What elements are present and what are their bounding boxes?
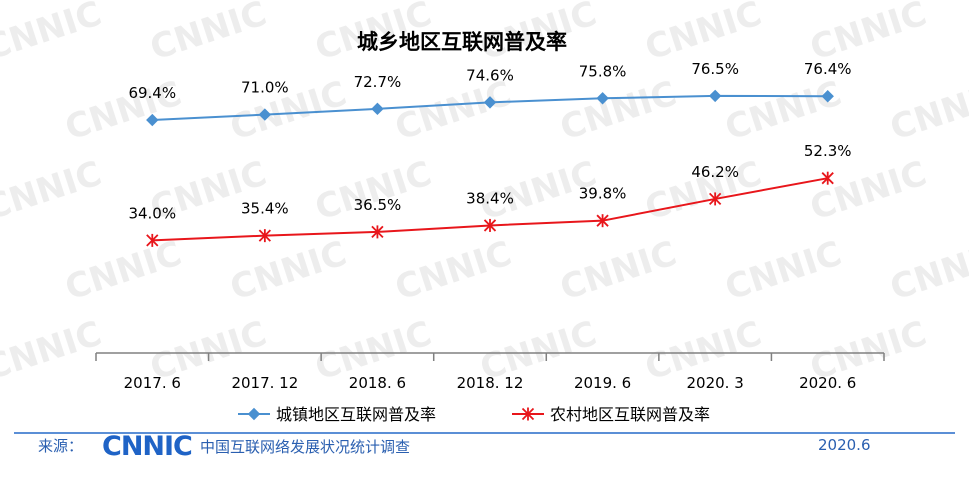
watermark-text: CNNIC	[310, 154, 436, 229]
data-point	[709, 192, 722, 206]
x-tick-label: 2019. 6	[574, 374, 631, 392]
data-point	[371, 225, 384, 239]
data-point	[483, 218, 497, 232]
data-point	[708, 89, 722, 103]
footer-divider	[14, 432, 955, 434]
data-point	[146, 113, 159, 127]
legend-item: 城镇地区互联网普及率	[238, 405, 436, 424]
data-point	[596, 92, 609, 105]
series-2: 34.0% 35.4% 36.5% 38.4% 39.8% 46.2% 52.3%	[128, 142, 852, 247]
x-tick-label: 2018. 12	[457, 374, 524, 392]
data-point	[258, 108, 272, 121]
source-name: 中国互联网络发展状况统计调查	[200, 438, 411, 456]
watermark-text: CNNIC	[555, 234, 681, 309]
source-label: 来源：	[38, 437, 84, 455]
watermark-text: CNNIC	[390, 234, 516, 309]
legend-item: 农村地区互联网普及率	[512, 405, 710, 424]
watermark-text: CNNIC	[0, 314, 106, 389]
data-label: 34.0%	[128, 204, 176, 222]
x-tick-label: 2017. 12	[231, 374, 298, 392]
x-tick-label: 2020. 6	[799, 374, 856, 392]
watermark-text: CNNIC	[805, 0, 931, 69]
watermark-text: CNNIC	[60, 234, 186, 309]
chart-title: 城乡地区互联网普及率	[357, 30, 567, 54]
data-label: 76.4%	[804, 60, 852, 78]
legend-label: 农村地区互联网普及率	[550, 405, 710, 424]
data-label: 69.4%	[128, 84, 176, 102]
data-point	[247, 407, 261, 421]
watermark-text: CNNIC	[0, 154, 106, 229]
watermark-text: CNNIC	[885, 74, 969, 149]
x-tick-label: 2020. 3	[687, 374, 744, 392]
data-point	[258, 229, 271, 243]
legend-label: 城镇地区互联网普及率	[276, 405, 436, 424]
x-axis: 2017. 6 2017. 12 2018. 6 2018. 12 2019. 6 202…	[95, 352, 885, 392]
data-label: 75.8%	[579, 62, 627, 80]
watermark-text: CNNIC	[145, 0, 271, 69]
data-label: 74.6%	[466, 66, 514, 84]
watermark-text: CNNIC	[640, 0, 766, 69]
watermark-text: CNNIC	[225, 234, 351, 309]
data-label: 76.5%	[691, 60, 739, 78]
x-tick-label: 2017. 6	[124, 374, 181, 392]
data-label: 39.8%	[579, 185, 627, 203]
data-label: 52.3%	[804, 142, 852, 160]
series-layer: 69.4% 71.0% 72.7% 74.6% 75.8% 76.5% 76.4% 34.0%…	[128, 60, 852, 247]
data-label: 36.5%	[354, 196, 402, 214]
data-label: 38.4%	[466, 189, 514, 207]
data-point	[521, 407, 535, 421]
watermark-text: CNNIC	[720, 74, 846, 149]
report-date: 2020.6	[818, 436, 871, 454]
x-tick-label: 2018. 6	[349, 374, 406, 392]
footer: 来源： CNNIC 中国互联网络发展状况统计调查 2020.6	[0, 428, 969, 479]
series-1: 69.4% 71.0% 72.7% 74.6% 75.8% 76.5% 76.4%	[128, 60, 852, 127]
data-point	[596, 214, 609, 228]
data-point	[821, 90, 834, 103]
watermark-text: CNNIC	[555, 74, 681, 149]
data-label: 35.4%	[241, 200, 289, 218]
legend: 城镇地区互联网普及率 农村地区互联网普及率	[238, 405, 710, 424]
data-label: 72.7%	[354, 73, 402, 91]
data-point	[146, 233, 159, 247]
cnnic-logo: CNNIC	[102, 431, 193, 462]
watermark-text: CNNIC	[805, 154, 931, 229]
watermark-text: CNNIC	[390, 74, 516, 149]
data-point	[371, 102, 384, 116]
data-point	[821, 171, 834, 185]
data-label: 71.0%	[241, 79, 289, 97]
watermark-text: CNNIC	[720, 234, 846, 309]
watermark-text: CNNIC	[885, 234, 969, 309]
data-point	[483, 96, 497, 109]
data-label: 46.2%	[691, 163, 739, 181]
watermark-text: CNNIC	[0, 0, 106, 69]
